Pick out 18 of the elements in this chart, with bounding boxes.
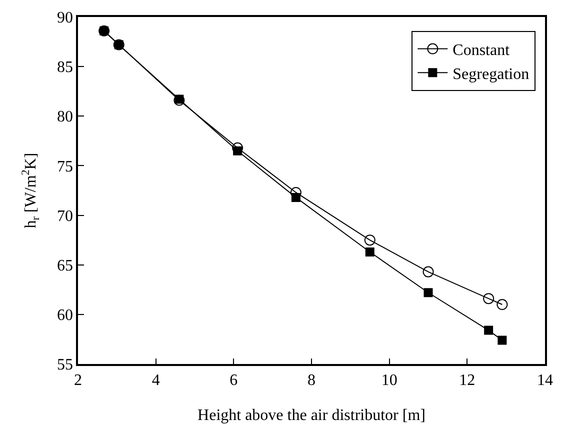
x-tick-label: 10: [381, 372, 398, 389]
y-tick-label: 80: [57, 108, 74, 126]
y-tick-label: 75: [57, 158, 74, 176]
y-tick-label: 55: [57, 356, 74, 374]
legend-label: Constant: [452, 42, 510, 60]
y-tick-label: 90: [57, 10, 74, 27]
y-tick-label: 70: [57, 208, 74, 225]
x-axis-title: Height above the air distributor [m]: [198, 407, 426, 424]
x-tick-label: 14: [537, 372, 553, 389]
y-tick-label: 60: [57, 307, 74, 324]
x-tick-label: 12: [459, 372, 476, 389]
x-tick-label: 4: [152, 372, 160, 389]
y-tick-label: 65: [57, 257, 74, 274]
x-tick-label: 2: [74, 372, 82, 389]
x-tick-label: 6: [230, 372, 238, 389]
x-tick-label: 8: [308, 372, 316, 389]
legend-label: Segregation: [452, 66, 530, 83]
y-tick-label: 85: [57, 59, 74, 76]
